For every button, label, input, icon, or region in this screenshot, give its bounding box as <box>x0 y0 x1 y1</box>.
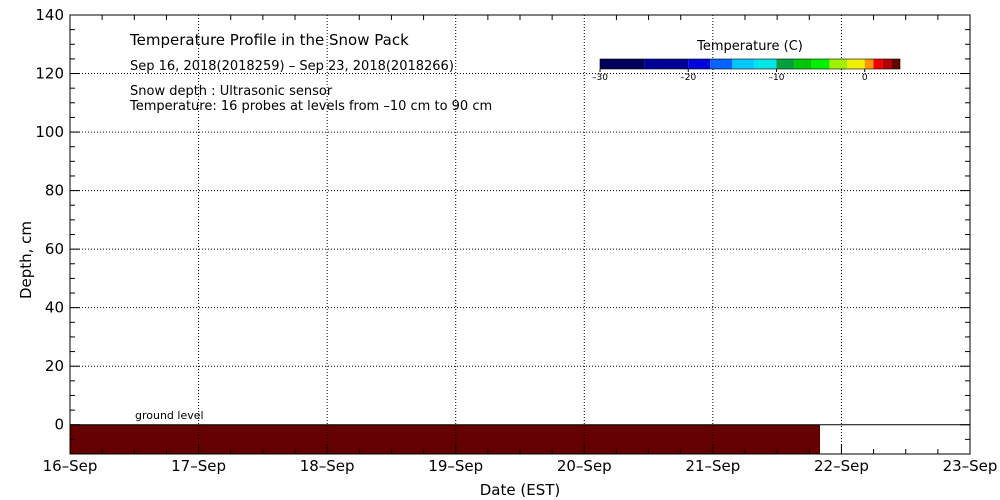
legend-bin-12 <box>873 59 883 69</box>
x-tick-label: 17–Sep <box>171 457 226 475</box>
legend-bin-7 <box>794 59 812 69</box>
legend-bin-11 <box>864 59 874 69</box>
legend-bin-4 <box>732 59 755 69</box>
chart-subtitle: Sep 16, 2018(2018259) – Sep 23, 2018(201… <box>130 59 454 74</box>
legend-bin-5 <box>754 59 777 69</box>
axes: 0 20 40 60 80 100 120 140 16–Sep 17–Sep 18–Sep 19–S… <box>35 6 997 475</box>
y-tick-label: 120 <box>35 65 64 83</box>
x-tick-label: 19–Sep <box>428 457 483 475</box>
legend-color-bar <box>599 58 901 70</box>
legend-tick-label: –30 <box>592 73 608 83</box>
data-layer <box>70 424 970 454</box>
legend-bin-6 <box>776 59 795 69</box>
y-tick-label: 100 <box>35 123 64 141</box>
ground-level-label: ground level <box>135 409 204 422</box>
legend-ticks: –30 –20 –10 0 <box>592 69 868 83</box>
x-tick-label: 18–Sep <box>300 457 355 475</box>
legend-bar-frame <box>599 58 901 70</box>
y-tick-label: 80 <box>45 182 64 200</box>
legend-tick-label: –20 <box>680 73 696 83</box>
color-legend: Temperature (C) –30 –20 –10 0 <box>592 39 901 83</box>
chart-title: Temperature Profile in the Snow Pack <box>129 31 409 49</box>
legend-tick-label: –10 <box>768 73 784 83</box>
legend-bin-1 <box>644 59 689 69</box>
y-axis-title: Depth, cm <box>17 221 35 299</box>
x-tick-label: 23–Sep <box>943 457 998 475</box>
x-tick-label: 16–Sep <box>43 457 98 475</box>
legend-bin-0 <box>600 59 645 69</box>
legend-tick-label: 0 <box>862 73 868 83</box>
legend-bin-9 <box>829 59 848 69</box>
legend-bin-10 <box>847 59 865 69</box>
y-tick-label: 20 <box>45 357 64 375</box>
temperature-region-0 <box>70 424 820 454</box>
y-tick-label: 40 <box>45 299 64 317</box>
legend-bin-2 <box>688 59 711 69</box>
x-tick-label: 20–Sep <box>557 457 612 475</box>
y-tick-label: 140 <box>35 6 64 24</box>
legend-bin-13 <box>882 59 892 69</box>
legend-bin-14 <box>891 59 900 69</box>
legend-bin-3 <box>710 59 733 69</box>
x-tick-label: 21–Sep <box>685 457 740 475</box>
legend-bin-8 <box>811 59 830 69</box>
x-axis-title: Date (EST) <box>480 481 561 499</box>
chart-note-snow-depth: Snow depth : Ultrasonic sensor <box>130 84 333 99</box>
y-tick-label: 60 <box>45 240 64 258</box>
plot-frame <box>69 14 971 455</box>
y-tick-label: 0 <box>54 416 64 434</box>
chart-note-temperature: Temperature: 16 probes at levels from –1… <box>129 99 492 114</box>
grid-lines <box>70 14 970 454</box>
x-tick-label: 22–Sep <box>814 457 869 475</box>
legend-title: Temperature (C) <box>696 39 803 54</box>
